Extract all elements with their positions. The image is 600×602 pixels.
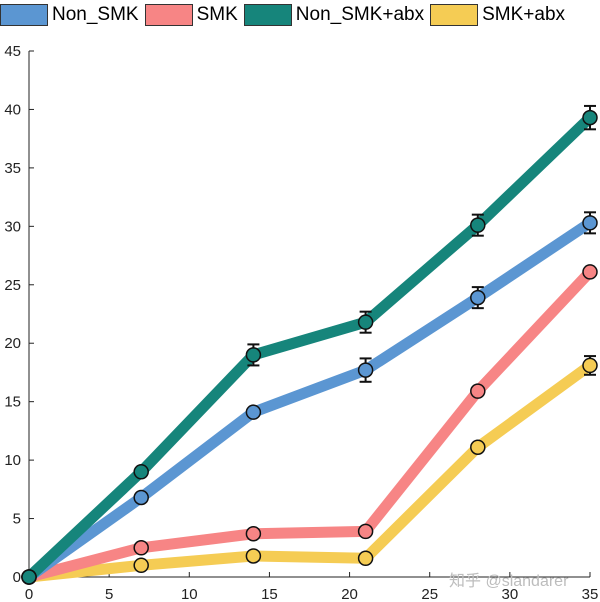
y-tick-label: 45	[4, 43, 21, 60]
data-point-Non_SMK	[470, 289, 486, 306]
legend-label: Non_SMK+abx	[295, 4, 425, 25]
data-point-Non_SMK	[245, 404, 262, 420]
y-tick-label: 15	[4, 394, 21, 411]
y-tick-label: 40	[4, 101, 21, 118]
data-markers	[21, 109, 598, 585]
legend-label: Non_SMK	[52, 4, 139, 25]
x-tick-label: 30	[502, 586, 519, 602]
legend: Non_SMK SMK Non_SMK+abx SMK+abx	[0, 0, 571, 30]
data-point-Non_SMK+abx	[582, 109, 598, 126]
series-line-SMK	[23, 266, 596, 583]
data-point-Non_SMK	[133, 489, 149, 506]
legend-label: SMK+abx	[482, 4, 566, 25]
series-lines	[23, 112, 596, 583]
data-point-Non_SMK	[357, 362, 374, 378]
legend-item-non-smk[interactable]: Non_SMK	[0, 4, 139, 26]
legend-swatch	[0, 4, 48, 26]
data-point-Non_SMK+abx	[470, 217, 486, 233]
data-point-Non_SMK+abx	[21, 569, 37, 585]
data-point-Non_SMK+abx	[133, 464, 149, 480]
legend-swatch	[243, 4, 292, 26]
data-point-SMK+abx	[470, 439, 486, 456]
y-tick-label: 35	[4, 160, 21, 177]
x-tick-label: 5	[105, 586, 113, 602]
x-tick-label: 0	[25, 586, 33, 602]
data-point-Non_SMK+abx	[357, 314, 374, 330]
data-point-SMK+abx	[245, 548, 262, 564]
data-point-SMK	[582, 264, 598, 280]
y-tick-label: 5	[13, 511, 21, 528]
x-tick-label: 25	[421, 586, 438, 602]
data-point-Non_SMK	[582, 215, 598, 231]
data-point-SMK	[133, 540, 149, 556]
data-point-Non_SMK+abx	[245, 347, 262, 363]
y-tick-label: 20	[4, 335, 21, 352]
watermark: 知乎 @slandarer	[449, 573, 569, 590]
legend-item-smk-abx[interactable]: SMK+abx	[430, 4, 565, 26]
data-point-SMK	[357, 523, 374, 540]
series-line-Non_SMK+abx	[23, 112, 596, 583]
y-tick-label: 30	[4, 218, 21, 235]
legend-item-smk[interactable]: SMK	[144, 4, 238, 26]
legend-item-non-smk-abx[interactable]: Non_SMK+abx	[243, 4, 425, 26]
series-line-Non_SMK	[23, 217, 596, 583]
axes: 0 5 10 15 20 25 30 35 40 45 0 5 10 15 20 25 30 35	[4, 43, 598, 602]
x-tick-label: 35	[582, 586, 599, 602]
data-point-SMK+abx	[133, 557, 149, 574]
y-tick-label: 10	[4, 452, 21, 469]
y-tick-label: 0	[13, 569, 21, 586]
x-tick-label: 15	[261, 586, 278, 602]
legend-swatch	[144, 4, 193, 26]
data-point-SMK+abx	[357, 550, 374, 567]
y-tick-label: 25	[4, 277, 21, 294]
x-tick-label: 20	[341, 586, 358, 602]
data-point-SMK	[245, 526, 262, 542]
data-point-SMK	[470, 383, 486, 399]
legend-swatch	[430, 4, 479, 26]
legend-label: SMK	[196, 4, 238, 25]
x-tick-label: 10	[181, 586, 198, 602]
data-point-SMK+abx	[582, 357, 598, 374]
series-line-SMK+abx	[23, 359, 596, 583]
